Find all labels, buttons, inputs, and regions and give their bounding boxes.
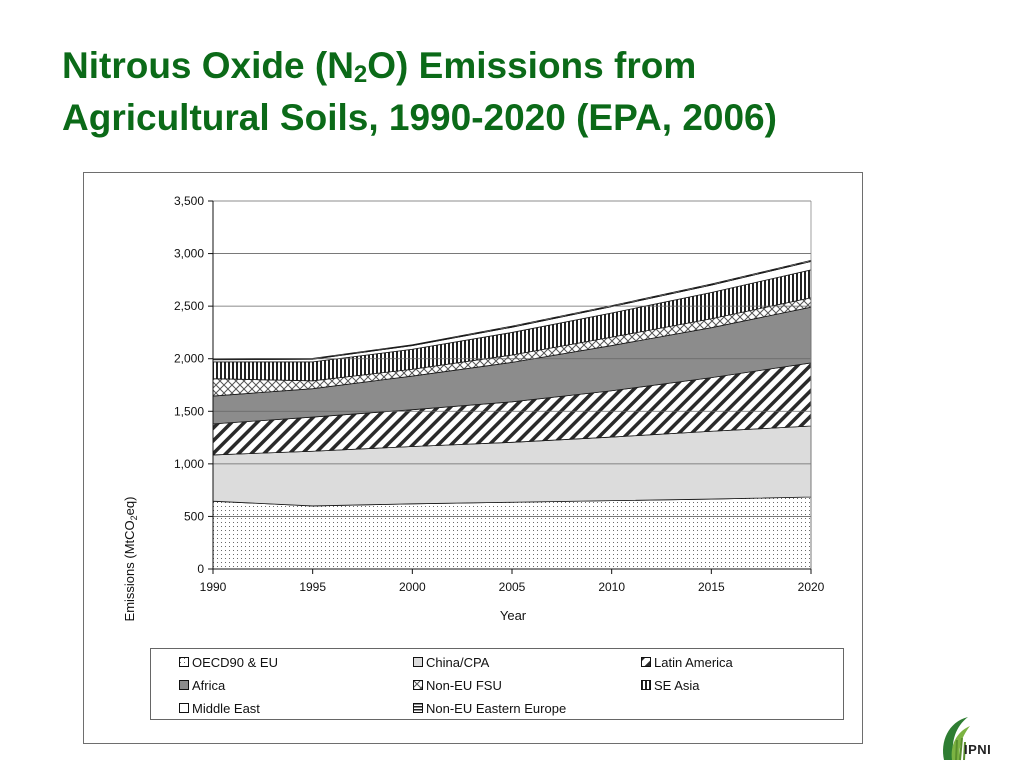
x-tick-label: 2015 [698, 580, 725, 594]
title-subscript: 2 [353, 61, 368, 88]
y-tick-label: 3,000 [174, 247, 204, 261]
x-axis-title: Year [500, 608, 527, 623]
x-tick-label: 2000 [399, 580, 426, 594]
title-text-b: O) Emissions from [367, 45, 697, 86]
legend-label: Non-EU Eastern Europe [426, 701, 567, 716]
legend-label: Middle East [192, 701, 260, 716]
y-tick-label: 0 [197, 562, 204, 576]
area-oecd90-eu [212, 496, 812, 570]
x-tick-label: 1990 [200, 580, 227, 594]
legend-label: OECD90 & EU [192, 655, 278, 670]
slide-title: Nitrous Oxide (N2O) Emissions from Agricu… [62, 40, 1002, 144]
title-line-2: Agricultural Soils, 1990-2020 (EPA, 2006… [62, 97, 777, 138]
y-tick-label: 500 [184, 509, 204, 523]
chart-legend: OECD90 & EU China/CPA Latin America Africa N… [150, 648, 844, 720]
legend-swatch [413, 703, 423, 713]
y-tick-label: 2,000 [174, 352, 204, 366]
legend-label: Latin America [654, 655, 733, 670]
legend-label: Africa [192, 678, 226, 693]
legend-swatch [413, 657, 423, 667]
chart-plot: 0 500 1,000 1,500 2,000 2,500 3,000 3,500 1990 19… [122, 194, 825, 623]
y-tick-label: 1,000 [174, 457, 204, 471]
y-tick-label: 1,500 [174, 404, 204, 418]
title-text-a: Nitrous Oxide (N [62, 45, 354, 86]
area-layers [212, 259, 812, 570]
legend-swatch [641, 657, 651, 667]
legend-swatch [179, 680, 189, 690]
legend-swatch [179, 703, 189, 713]
title-line-1: Nitrous Oxide (N2O) Emissions from [62, 45, 697, 88]
axes: 0 500 1,000 1,500 2,000 2,500 3,000 3,500 1990 19… [174, 194, 825, 594]
legend-label: SE Asia [654, 678, 700, 693]
x-tick-label: 2010 [598, 580, 625, 594]
legend-swatch [641, 680, 651, 690]
ipni-logo-text: IPNI [964, 742, 992, 757]
y-tick-label: 3,500 [174, 194, 204, 208]
x-tick-label: 2005 [499, 580, 526, 594]
legend-swatch [413, 680, 423, 690]
gridlines [213, 200, 812, 569]
x-tick-label: 2020 [798, 580, 825, 594]
legend-label: China/CPA [426, 655, 490, 670]
x-tick-label: 1995 [299, 580, 326, 594]
y-axis-title: Emissions (MtCO2eq) [122, 497, 139, 622]
ipni-logo [943, 717, 970, 761]
legend-label: Non-EU FSU [426, 678, 502, 693]
y-tick-label: 2,500 [174, 299, 204, 313]
legend-swatch [179, 657, 189, 667]
